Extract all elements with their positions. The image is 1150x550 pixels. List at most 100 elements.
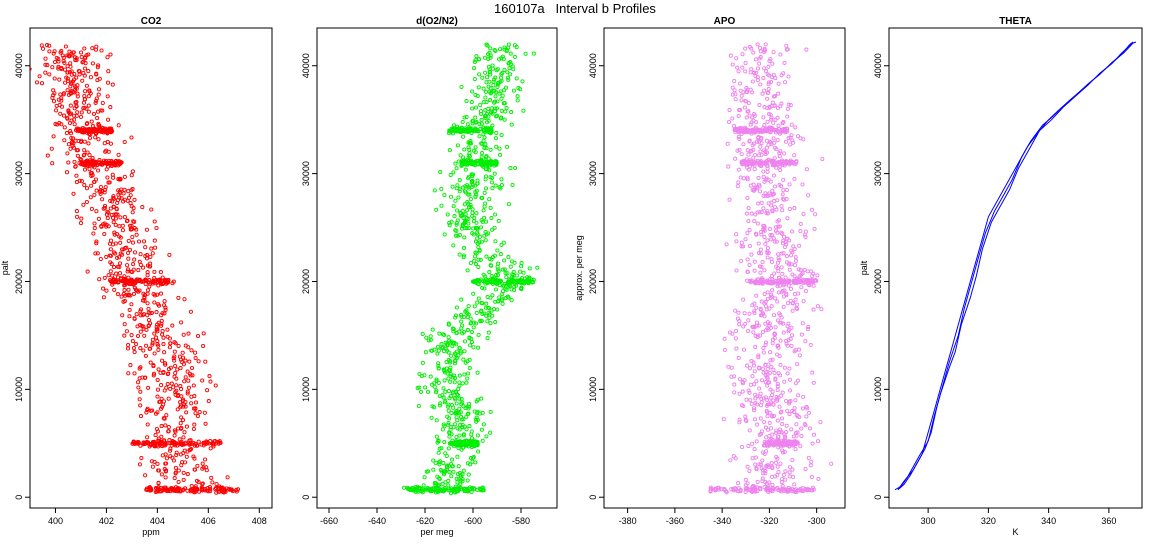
data-point	[62, 67, 68, 72]
data-point	[815, 304, 820, 309]
data-point	[469, 441, 474, 446]
data-point	[442, 232, 447, 237]
data-point	[759, 152, 764, 157]
data-point	[760, 458, 765, 463]
data-point	[786, 136, 791, 141]
data-point	[214, 481, 219, 487]
data-point	[415, 386, 420, 391]
data-point	[193, 400, 199, 405]
data-point	[118, 235, 123, 240]
x-axis-label: per meg	[420, 527, 453, 537]
data-point	[811, 279, 816, 284]
data-point	[138, 443, 143, 448]
data-point	[164, 278, 169, 283]
data-point	[125, 263, 130, 268]
data-point	[160, 332, 165, 337]
data-point	[454, 166, 459, 171]
data-point	[138, 309, 143, 314]
data-point	[734, 268, 739, 273]
data-point	[116, 188, 121, 193]
data-point	[778, 149, 783, 154]
data-point	[787, 206, 793, 211]
x-tick-label: 360	[1101, 516, 1116, 526]
data-point	[178, 405, 183, 410]
data-point	[201, 331, 206, 336]
data-point	[775, 282, 780, 287]
data-point	[473, 145, 478, 150]
data-point	[795, 378, 800, 383]
data-point	[787, 474, 792, 479]
data-point	[171, 488, 176, 493]
data-point	[158, 323, 164, 328]
data-point	[129, 302, 134, 307]
data-point	[829, 461, 834, 466]
data-point	[754, 293, 759, 298]
data-point	[433, 490, 439, 495]
data-point	[509, 122, 514, 127]
data-point	[98, 184, 103, 190]
data-point	[65, 78, 70, 84]
data-point	[103, 149, 108, 154]
data-point	[458, 474, 463, 479]
data-point	[743, 128, 749, 133]
data-point	[108, 52, 113, 57]
data-point	[435, 351, 440, 356]
data-point	[468, 455, 473, 461]
data-point	[193, 350, 198, 355]
data-point	[127, 314, 132, 319]
data-point	[765, 246, 770, 251]
data-point	[87, 167, 92, 172]
data-point	[769, 203, 774, 208]
data-point	[478, 225, 484, 230]
data-point	[502, 267, 507, 272]
data-point	[151, 441, 156, 446]
data-point	[774, 207, 779, 212]
data-point	[93, 47, 98, 52]
data-point	[727, 108, 732, 113]
data-point	[770, 482, 775, 487]
data-point	[138, 329, 143, 334]
data-point	[78, 114, 84, 119]
data-point	[101, 295, 106, 300]
data-point	[65, 53, 70, 58]
data-point	[124, 329, 129, 334]
data-point	[51, 51, 56, 56]
data-point	[763, 42, 768, 47]
data-point	[765, 209, 770, 214]
data-point	[749, 128, 754, 133]
data-point	[438, 169, 443, 175]
data-point	[483, 108, 488, 113]
data-point	[453, 356, 458, 361]
data-point	[152, 331, 157, 336]
data-point	[806, 193, 811, 198]
y-tick-label: 30000	[873, 161, 883, 186]
data-point	[786, 280, 791, 285]
data-point	[156, 367, 161, 372]
data-point	[128, 363, 133, 368]
data-point	[188, 447, 193, 452]
data-point	[792, 292, 798, 297]
data-point	[135, 333, 141, 339]
data-point	[740, 65, 745, 70]
data-point	[799, 332, 804, 337]
data-point	[477, 486, 482, 491]
data-point	[160, 358, 165, 363]
data-point	[166, 371, 171, 376]
data-point	[134, 312, 139, 317]
data-point	[88, 75, 93, 80]
data-point	[45, 63, 50, 68]
data-point	[165, 327, 170, 332]
data-point	[772, 336, 777, 341]
data-point	[769, 256, 774, 262]
data-point	[730, 92, 735, 97]
data-point	[535, 265, 540, 270]
data-point	[191, 406, 196, 411]
data-point	[494, 106, 499, 111]
data-point	[465, 404, 470, 409]
data-point	[765, 211, 771, 216]
data-point	[130, 339, 135, 344]
data-point	[455, 143, 460, 148]
data-point	[153, 281, 158, 286]
data-point	[479, 117, 484, 122]
